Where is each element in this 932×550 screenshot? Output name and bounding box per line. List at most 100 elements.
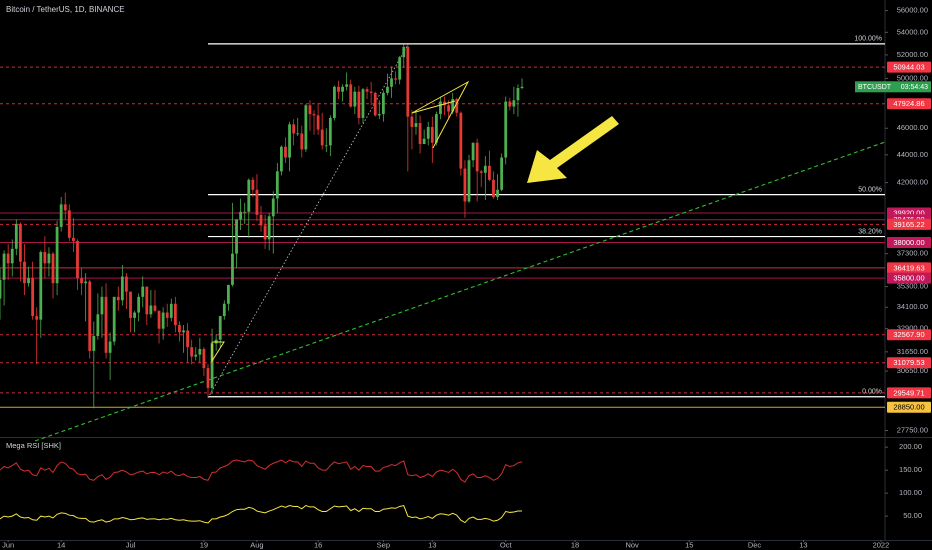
candle-body xyxy=(386,86,389,93)
candle-body xyxy=(202,349,206,369)
candle-body xyxy=(308,105,312,115)
candle-body xyxy=(333,86,336,118)
candle-body xyxy=(504,101,508,158)
candle-body xyxy=(104,296,108,353)
y-tick-label: 37300.00 xyxy=(897,249,928,258)
candle-body xyxy=(263,225,267,240)
candle-body xyxy=(198,349,202,355)
candle-body xyxy=(296,133,300,135)
candle-body xyxy=(31,278,35,317)
candle-body xyxy=(418,123,422,145)
candle-body xyxy=(463,168,467,202)
x-tick-label: Aug xyxy=(250,540,263,549)
candle-body xyxy=(357,91,361,118)
y-tick-label: 56000.00 xyxy=(897,6,928,15)
candle-body xyxy=(451,99,455,112)
y-tick-label: 42000.00 xyxy=(897,178,928,187)
candle-body xyxy=(475,142,479,172)
x-tick-label: Sep xyxy=(377,540,390,549)
wedge-drawing xyxy=(411,80,470,149)
candle-body xyxy=(500,157,504,190)
candle-body xyxy=(210,343,214,388)
candle-body xyxy=(275,171,279,199)
candle-body xyxy=(0,279,2,299)
candle-body xyxy=(324,145,328,147)
wedge-drawing xyxy=(411,100,456,114)
candle-body xyxy=(116,296,120,301)
candle-body xyxy=(239,211,243,220)
candle-body xyxy=(488,165,491,180)
candle-body xyxy=(35,316,39,320)
candle-body xyxy=(394,78,397,80)
candle-body xyxy=(496,189,499,198)
candle-body xyxy=(157,310,161,329)
candle-body xyxy=(422,138,426,145)
candle-body xyxy=(410,116,414,127)
x-tick-label: Jul xyxy=(126,540,136,549)
drawing-layer: 100.00% 50.00% 38.20% 0.00% xyxy=(0,36,886,524)
candle-body xyxy=(141,286,145,297)
candle-body xyxy=(43,252,47,264)
candle-body xyxy=(353,91,357,107)
candle-body xyxy=(414,123,418,127)
candle-body xyxy=(426,126,430,139)
candle-body xyxy=(516,88,520,101)
price-tag-label: 39165.22 xyxy=(893,220,924,229)
candle-body xyxy=(161,312,165,329)
candle-body xyxy=(483,165,487,173)
candle-body xyxy=(23,261,26,284)
triangle-drawing xyxy=(211,341,225,363)
rsi-tick-label: 100.00 xyxy=(899,488,922,497)
candle-body xyxy=(108,341,112,353)
candle-body xyxy=(471,142,475,161)
x-tick-label: 18 xyxy=(571,540,579,549)
x-tick-label: 13 xyxy=(428,540,436,549)
x-tick-label: 14 xyxy=(57,540,65,549)
candle-body xyxy=(51,253,55,284)
candle-body xyxy=(345,84,349,87)
price-tag xyxy=(887,401,931,413)
y-tick-label: 54000.00 xyxy=(897,27,928,36)
y-tick-label: 32900.00 xyxy=(897,324,928,333)
y-tick-label: 52000.00 xyxy=(897,50,928,59)
price-tag xyxy=(887,98,931,110)
fib-label: 0.00% xyxy=(862,389,882,396)
candle-body xyxy=(218,316,222,340)
fib-label: 100.00% xyxy=(854,36,882,43)
candle-body xyxy=(365,89,369,92)
candle-body xyxy=(92,336,96,351)
price-tag-label: 28850.00 xyxy=(893,403,924,412)
candle-body xyxy=(406,46,410,117)
candle-body xyxy=(96,314,100,337)
axis-layer: 56000.00 54000.00 52000.00 50000.00 46000.00… xyxy=(2,6,931,549)
candle-body xyxy=(430,126,434,143)
candle-body xyxy=(434,114,438,143)
candle-body xyxy=(369,91,373,93)
candle-body xyxy=(390,78,393,87)
y-tick-label: 46000.00 xyxy=(897,123,928,132)
candle-body xyxy=(235,219,238,254)
price-tag-label: 31079.53 xyxy=(893,358,924,367)
candle-body xyxy=(194,354,198,357)
last-price-countdown: 03:54:43 xyxy=(901,84,928,91)
candle-body xyxy=(72,237,75,241)
candle-body xyxy=(373,92,377,116)
last-price-symbol: BTCUSDT xyxy=(858,84,892,91)
candle-body xyxy=(165,312,169,318)
candle-body xyxy=(251,179,255,190)
price-tag xyxy=(887,236,931,248)
arrow xyxy=(527,116,619,183)
candle-body xyxy=(447,105,451,112)
candle-body xyxy=(300,133,304,150)
candle-body xyxy=(337,86,340,92)
price-tag-label: 36419.63 xyxy=(893,263,924,272)
candle-body xyxy=(226,284,230,304)
price-tag xyxy=(887,329,931,341)
candle-body xyxy=(149,305,153,315)
candle-body xyxy=(129,291,132,318)
price-tag-label: 39920.00 xyxy=(893,209,924,218)
y-tick-label: 44000.00 xyxy=(897,150,928,159)
candle-body xyxy=(145,286,149,315)
candle-body xyxy=(80,278,83,284)
